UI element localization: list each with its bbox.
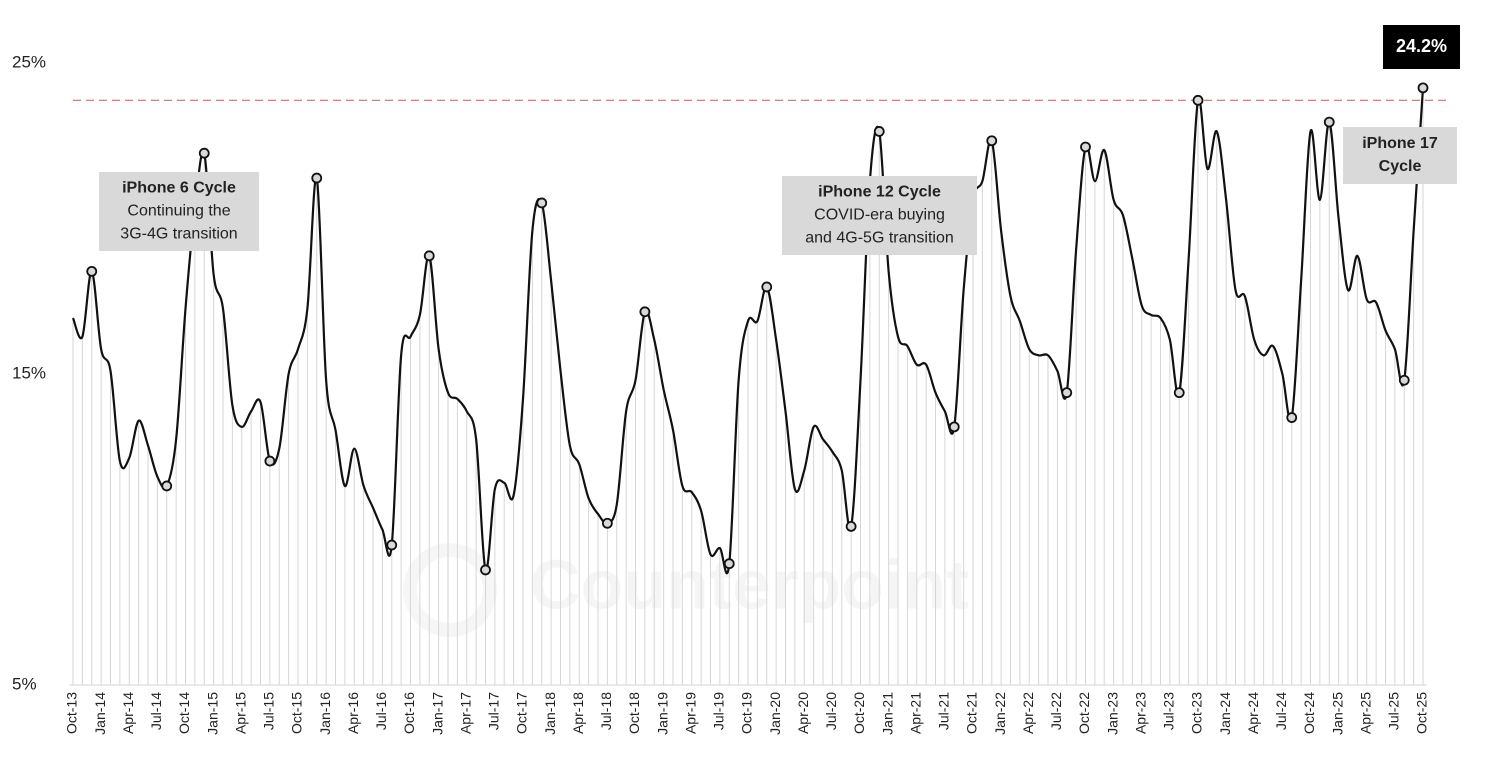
- x-tick-label: Jan-20: [767, 692, 783, 735]
- x-tick-label: Oct-16: [401, 692, 417, 734]
- annotation-lines: Continuing the: [127, 203, 230, 220]
- x-tick-label: Jul-16: [373, 692, 389, 730]
- x-tick-label: Oct-13: [64, 692, 80, 734]
- marker: [761, 281, 773, 293]
- watermark-logo: [410, 550, 490, 630]
- x-tick-label: Jul-14: [148, 692, 164, 730]
- x-tick-label: Apr-25: [1357, 692, 1373, 734]
- x-tick-label: Jul-18: [598, 692, 614, 730]
- annotation-title: iPhone 12 Cycle: [818, 184, 941, 201]
- x-tick-label: Oct-17: [514, 692, 530, 734]
- x-tick-label: Apr-21: [907, 692, 923, 734]
- y-tick-label: 25%: [12, 52, 46, 71]
- x-tick-label: Jan-21: [879, 692, 895, 735]
- marker: [536, 197, 548, 209]
- x-tick-label: Oct-14: [176, 692, 192, 734]
- marker: [1080, 141, 1091, 153]
- marker: [723, 558, 735, 570]
- x-tick-label: Jul-25: [1386, 692, 1402, 730]
- marker: [161, 480, 173, 492]
- x-tick-label: Oct-15: [289, 692, 305, 734]
- x-tick-label: Apr-19: [682, 692, 698, 734]
- x-tick-label: Apr-15: [232, 692, 248, 734]
- marker: [1286, 412, 1298, 423]
- x-tick-label: Jul-24: [1273, 692, 1289, 730]
- x-tick-label: Jan-22: [992, 692, 1008, 735]
- annotation-title: Cycle: [1379, 158, 1422, 175]
- annotation-lines: 3G-4G transition: [120, 226, 237, 243]
- y-tick-label: 5%: [12, 674, 37, 693]
- x-tick-label: Apr-17: [457, 692, 473, 734]
- annotation-box: [99, 172, 259, 251]
- marker: [601, 517, 613, 529]
- x-tick-label: Oct-18: [626, 692, 642, 734]
- marker: [1398, 374, 1410, 386]
- annotation-box: [782, 176, 977, 255]
- x-tick-label: Oct-24: [1301, 692, 1317, 734]
- value-label-box: [1383, 25, 1460, 69]
- x-tick-label: Apr-20: [795, 692, 811, 734]
- value-label: 24.2%: [1396, 36, 1447, 56]
- marker: [1417, 82, 1429, 94]
- x-tick-label: Apr-23: [1132, 692, 1148, 734]
- x-tick-label: Oct-23: [1189, 692, 1205, 734]
- x-tick-label: Jan-25: [1329, 692, 1345, 735]
- x-tick-label: Jan-14: [92, 692, 108, 735]
- x-tick-label: Oct-22: [1076, 692, 1092, 734]
- x-tick-label: Jul-15: [261, 692, 277, 730]
- x-tick-label: Apr-22: [1020, 692, 1036, 734]
- x-tick-label: Jul-21: [936, 692, 952, 730]
- marker: [845, 520, 857, 532]
- x-tick-label: Oct-20: [851, 692, 867, 734]
- annotation-title: iPhone 17: [1362, 135, 1438, 152]
- marker: [1192, 94, 1204, 106]
- marker: [1323, 116, 1335, 128]
- watermark: Counterpoint: [530, 545, 969, 623]
- y-tick-label: 15%: [12, 363, 46, 382]
- x-tick-label: Oct-19: [739, 692, 755, 734]
- x-tick-label: Jul-22: [1048, 692, 1064, 730]
- marker: [480, 564, 491, 576]
- x-tick-label: Apr-14: [120, 692, 136, 734]
- x-tick-label: Jan-15: [204, 692, 220, 735]
- annotation-lines: and 4G-5G transition: [805, 230, 954, 247]
- marker: [311, 172, 323, 184]
- marker: [1061, 387, 1073, 399]
- x-tick-label: Jul-17: [486, 692, 502, 730]
- marker: [86, 265, 98, 277]
- annotation-title: iPhone 6 Cycle: [122, 180, 236, 197]
- marker: [948, 421, 960, 433]
- x-tick-label: Jan-23: [1104, 692, 1120, 735]
- line: [71, 87, 1425, 575]
- marker: [1173, 387, 1185, 399]
- x-tick-label: Oct-25: [1414, 692, 1430, 734]
- marker: [873, 126, 885, 137]
- x-tick-label: Apr-16: [345, 692, 361, 734]
- marker: [264, 455, 276, 467]
- x-tick-label: Jan-16: [317, 692, 333, 735]
- marker: [386, 539, 398, 551]
- x-tick-label: Jul-20: [823, 692, 839, 730]
- marker: [423, 250, 435, 262]
- x-tick-label: Apr-18: [570, 692, 586, 734]
- x-tick-label: Jan-19: [654, 692, 670, 735]
- marker: [639, 306, 651, 318]
- x-tick-label: Jan-18: [542, 692, 558, 735]
- x-tick-label: Jan-24: [1217, 692, 1233, 735]
- x-tick-label: Apr-24: [1245, 692, 1261, 734]
- marker: [986, 135, 998, 147]
- marker: [198, 147, 210, 159]
- x-tick-label: Jul-23: [1161, 692, 1177, 730]
- annotation-lines: COVID-era buying: [814, 207, 945, 224]
- x-tick-label: Jan-17: [429, 692, 445, 735]
- annotation-box: [1343, 127, 1457, 184]
- x-tick-label: Jul-19: [711, 692, 727, 730]
- x-tick-label: Oct-21: [964, 692, 980, 734]
